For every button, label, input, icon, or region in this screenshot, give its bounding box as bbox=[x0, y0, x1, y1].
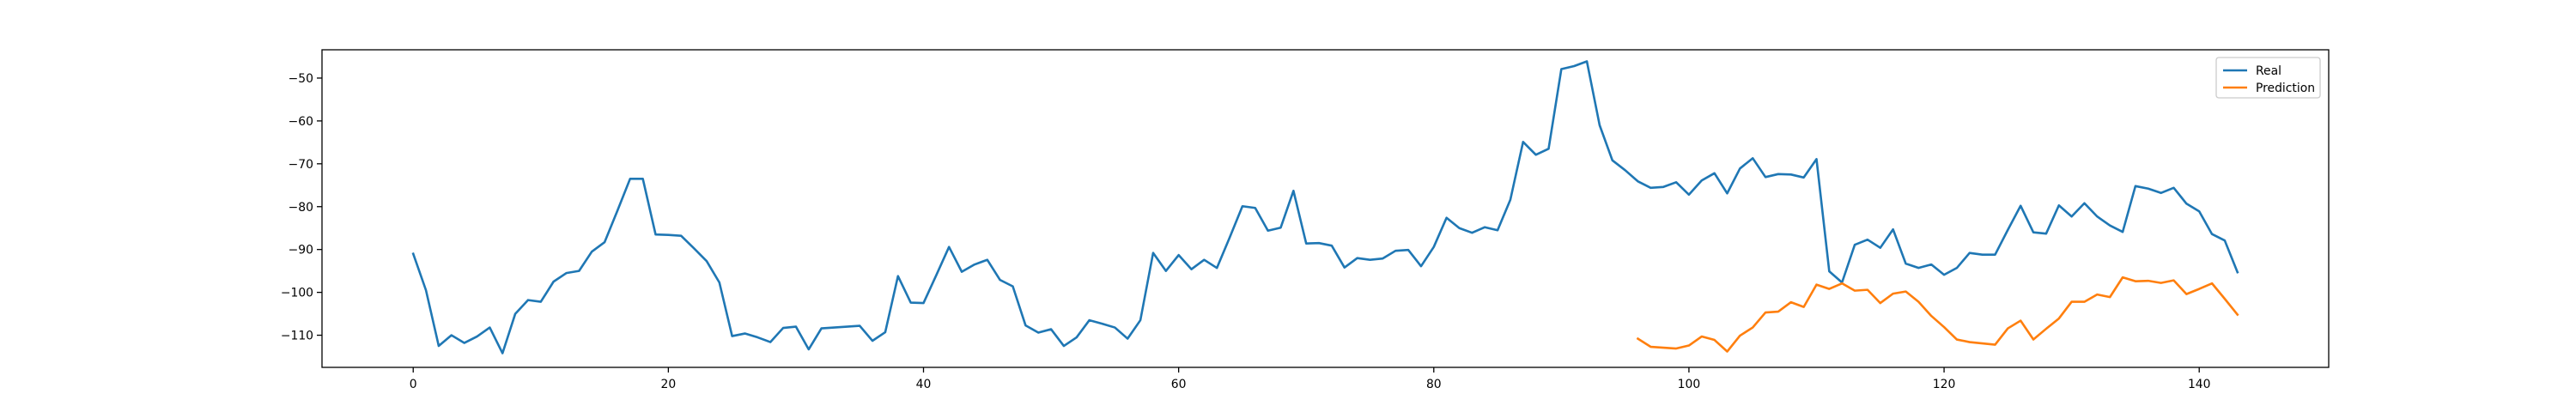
y-axis: −110 −100 −90 −80 −70 −60 −50 bbox=[281, 72, 322, 343]
series-layer bbox=[411, 60, 2239, 354]
series-line-prediction bbox=[1636, 276, 2239, 353]
legend: Real Prediction bbox=[2215, 57, 2321, 99]
x-axis: 0 20 40 60 80 100 120 140 bbox=[410, 367, 2211, 391]
x-tick-label: 60 bbox=[1171, 378, 1187, 391]
y-tick-label: −70 bbox=[289, 158, 313, 172]
x-tick-label: 80 bbox=[1426, 378, 1442, 391]
y-tick-label: −80 bbox=[289, 201, 313, 215]
plot-area bbox=[321, 49, 2330, 368]
y-tick-label: −90 bbox=[289, 244, 313, 258]
x-tick-label: 0 bbox=[410, 378, 417, 391]
y-tick-label: −100 bbox=[281, 287, 313, 300]
x-tick-label: 120 bbox=[1933, 378, 1956, 391]
x-tick-label: 140 bbox=[2188, 378, 2211, 391]
y-tick-label: −110 bbox=[281, 330, 313, 343]
legend-label-real: Real bbox=[2256, 64, 2281, 78]
legend-label-prediction: Prediction bbox=[2256, 82, 2315, 95]
plot-frame bbox=[321, 49, 2330, 368]
x-tick-label: 100 bbox=[1678, 378, 1701, 391]
x-tick-label: 40 bbox=[916, 378, 932, 391]
x-tick-label: 20 bbox=[661, 378, 677, 391]
y-tick-label: −50 bbox=[289, 72, 313, 86]
series-line-real bbox=[411, 60, 2239, 354]
y-tick-label: −60 bbox=[289, 115, 313, 129]
